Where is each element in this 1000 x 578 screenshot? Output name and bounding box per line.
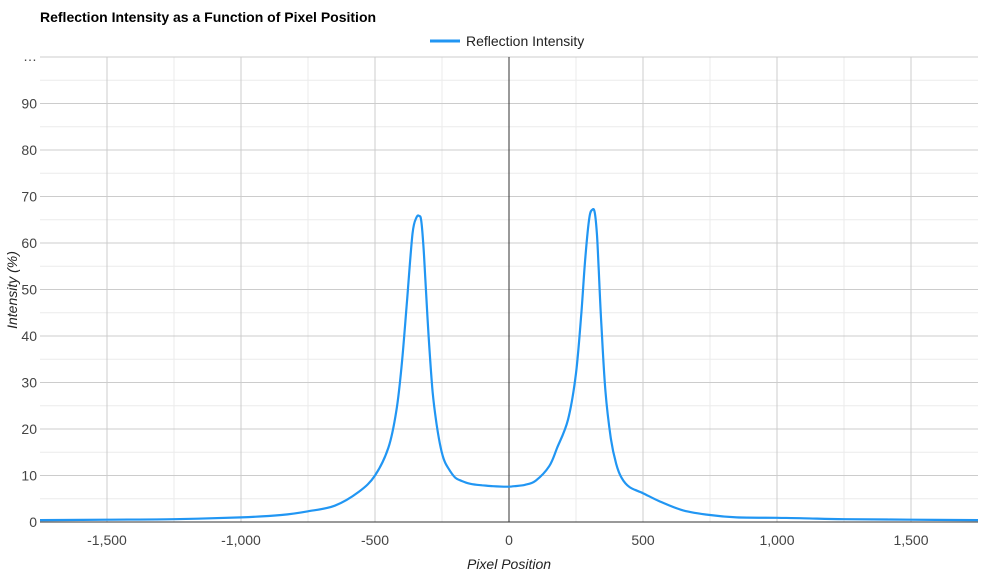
x-tick-label: 1,500 bbox=[893, 532, 928, 548]
legend-label: Reflection Intensity bbox=[466, 33, 584, 49]
chart-title: Reflection Intensity as a Function of Pi… bbox=[40, 9, 376, 25]
x-tick-label: -1,000 bbox=[221, 532, 261, 548]
x-axis-label: Pixel Position bbox=[467, 556, 551, 572]
legend[interactable]: Reflection Intensity bbox=[430, 33, 584, 49]
y-tick-label: 20 bbox=[21, 421, 37, 437]
x-tick-label: 0 bbox=[505, 532, 513, 548]
y-tick-label: 0 bbox=[29, 514, 37, 530]
series-line-reflection-intensity[interactable] bbox=[39, 208, 979, 522]
y-tick-label: 50 bbox=[21, 282, 37, 298]
y-tick-label: 30 bbox=[21, 375, 37, 391]
x-tick-label: 1,000 bbox=[759, 532, 794, 548]
y-tick-label: 40 bbox=[21, 328, 37, 344]
x-tick-label: 500 bbox=[631, 532, 655, 548]
y-tick-label: 80 bbox=[21, 142, 37, 158]
x-tick-label: -500 bbox=[361, 532, 389, 548]
y-tick-label: 10 bbox=[21, 468, 37, 484]
y-tick-label-truncated: … bbox=[23, 48, 37, 64]
y-tick-label: 70 bbox=[21, 189, 37, 205]
y-tick-label: 60 bbox=[21, 235, 37, 251]
x-tick-label: -1,500 bbox=[87, 532, 127, 548]
y-axis-label: Intensity (%) bbox=[4, 251, 20, 329]
y-tick-label: 90 bbox=[21, 96, 37, 112]
y-axis-ticks: 0 10 20 30 40 50 60 70 80 90 … bbox=[21, 48, 37, 530]
x-axis-ticks: -1,500 -1,000 -500 0 500 1,000 1,500 bbox=[87, 532, 929, 548]
